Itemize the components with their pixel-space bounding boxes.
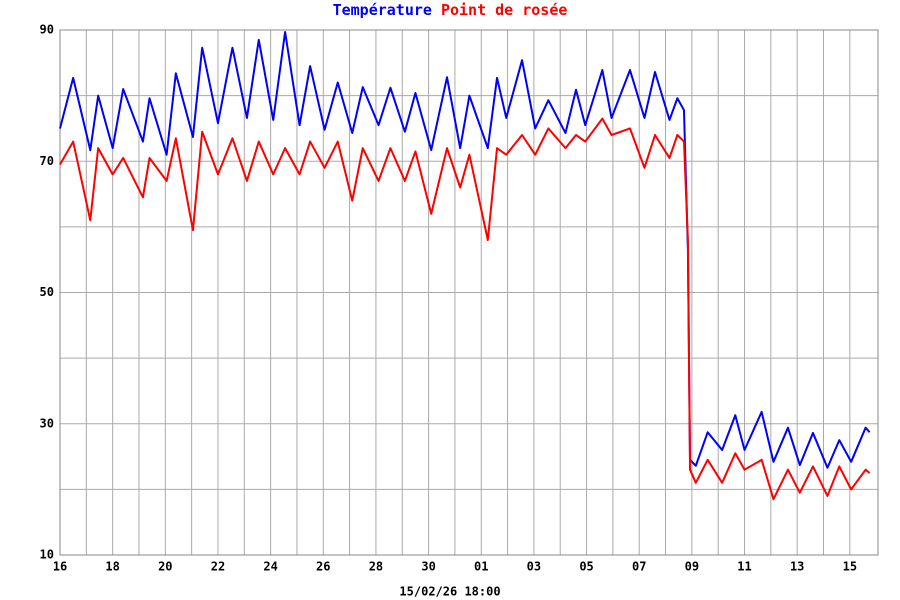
x-tick-label: 16	[53, 560, 67, 574]
y-tick-label: 10	[40, 548, 54, 562]
legend-entry: Point de rosée	[441, 1, 567, 19]
y-tick-label: 70	[40, 154, 54, 168]
x-tick-label: 30	[421, 560, 435, 574]
x-tick-label: 15	[843, 560, 857, 574]
plot-frame	[59, 29, 879, 556]
x-tick-label: 11	[737, 560, 751, 574]
x-tick-label: 05	[579, 560, 593, 574]
x-axis-label: 15/02/26 18:00	[399, 585, 500, 599]
legend: Température Point de rosée	[333, 1, 568, 19]
x-tick-label: 26	[316, 560, 330, 574]
x-tick-label: 09	[685, 560, 699, 574]
x-tick-label: 01	[474, 560, 488, 574]
y-tick-label: 30	[40, 416, 54, 430]
x-tick-label: 24	[263, 560, 277, 574]
y-tick-label: 50	[40, 285, 54, 299]
x-tick-label: 18	[105, 560, 119, 574]
x-tick-label: 22	[211, 560, 225, 574]
x-tick-label: 13	[790, 560, 804, 574]
x-tick-label: 20	[158, 560, 172, 574]
y-tick-label: 90	[40, 23, 54, 37]
x-tick-label: 07	[632, 560, 646, 574]
series-line	[59, 30, 871, 469]
x-tick-label: 03	[527, 560, 541, 574]
legend-entry: Température	[333, 1, 432, 19]
series-line	[59, 117, 871, 501]
x-tick-label: 28	[369, 560, 383, 574]
